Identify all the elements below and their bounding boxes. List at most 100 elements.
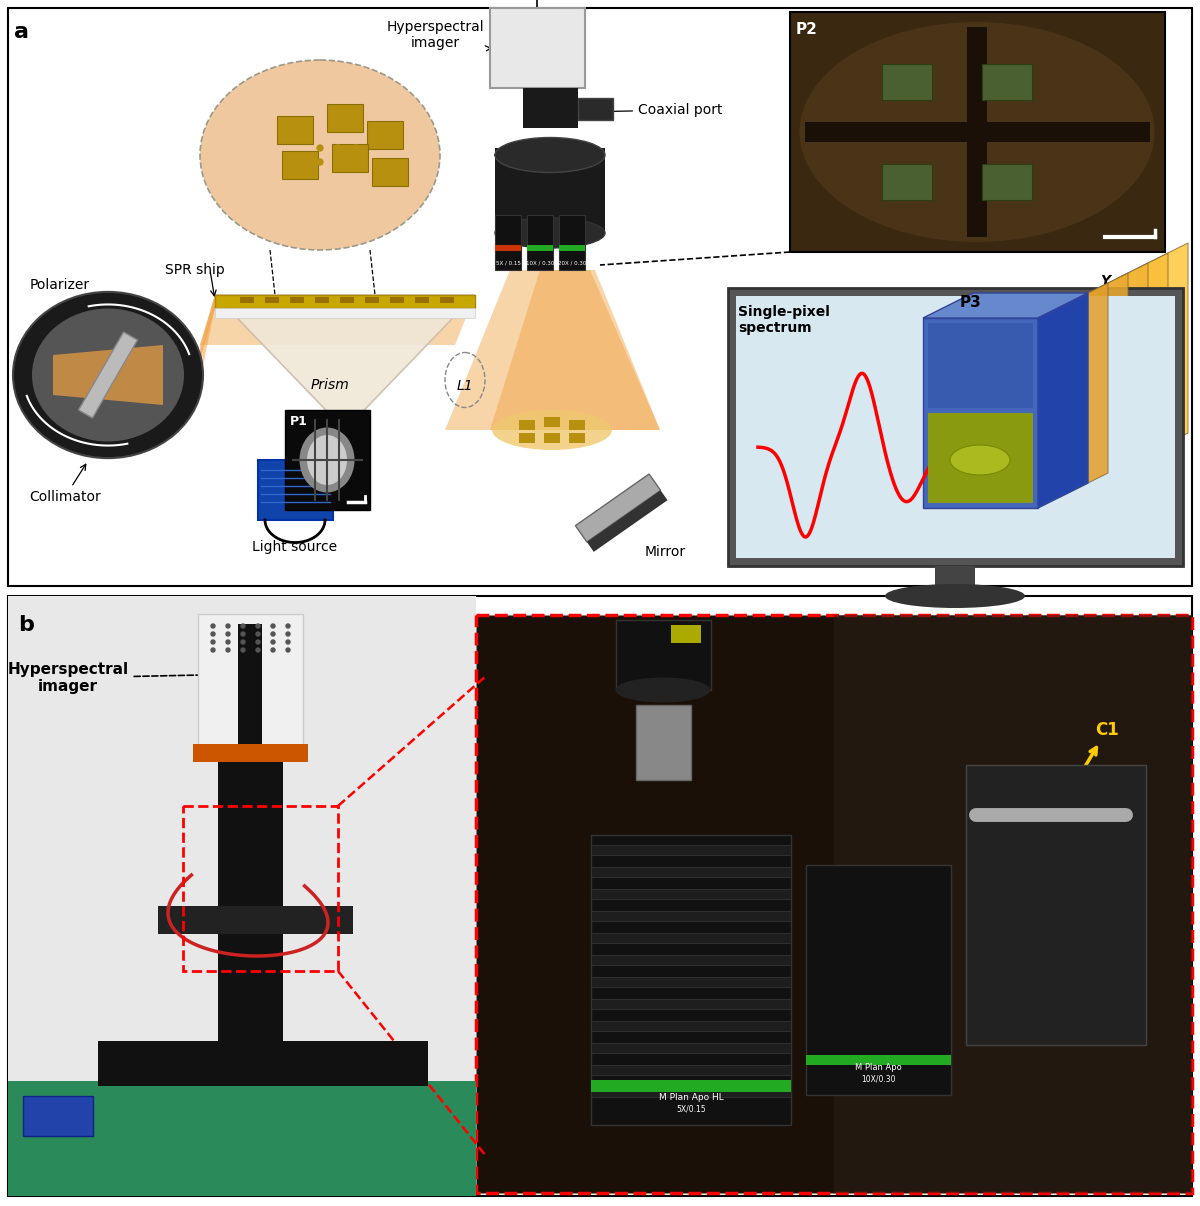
Text: C3: C3 [616,926,674,994]
Bar [215,308,475,318]
Bar [390,297,404,303]
Ellipse shape [496,218,605,248]
Text: P1: P1 [290,415,308,428]
Polygon shape [200,295,475,345]
Text: C1: C1 [1060,721,1118,809]
Bar [806,1055,952,1065]
Circle shape [271,624,275,628]
Text: 20X / 0.30: 20X / 0.30 [558,260,586,265]
Bar [834,615,1192,1193]
Bar [367,121,403,150]
Bar [592,1065,791,1075]
Circle shape [226,624,230,628]
Text: Hyperspectral
imager: Hyperspectral imager [7,662,245,693]
Bar [569,433,586,443]
Ellipse shape [307,435,347,485]
Bar [326,104,364,131]
Polygon shape [200,295,215,361]
Bar [340,297,354,303]
Bar [592,933,791,943]
Circle shape [256,648,260,652]
Circle shape [256,632,260,636]
Polygon shape [445,270,660,431]
Bar [559,215,586,270]
Text: M Plan Apo: M Plan Apo [854,1062,901,1072]
Ellipse shape [200,60,440,250]
Bar [806,865,952,1095]
Text: L1: L1 [457,379,473,393]
Bar [523,88,578,128]
Circle shape [241,624,245,628]
Bar [277,116,313,144]
Bar [415,297,430,303]
Bar [440,297,454,303]
Text: 10X/0.30: 10X/0.30 [860,1075,895,1083]
Bar [671,625,701,643]
Bar [592,835,791,1125]
Bar [935,566,974,586]
Polygon shape [587,491,667,552]
Circle shape [286,632,290,636]
Circle shape [211,648,215,652]
Polygon shape [923,318,1038,508]
Bar [928,323,1033,408]
Bar [982,164,1032,200]
Circle shape [256,624,260,628]
Text: X: X [876,517,887,531]
Polygon shape [1058,283,1108,498]
Text: Single-pixel
spectrum: Single-pixel spectrum [738,305,830,335]
Ellipse shape [32,309,184,441]
Circle shape [335,159,341,165]
Bar [529,88,545,100]
Circle shape [286,648,290,652]
Bar [78,332,138,418]
Circle shape [286,640,290,644]
Text: SPR ship: SPR ship [166,263,224,277]
Bar [636,706,691,780]
Ellipse shape [496,137,605,172]
Text: Light source: Light source [252,540,337,554]
Bar [314,297,329,303]
Polygon shape [215,295,475,431]
Bar [592,1043,791,1053]
Text: 5X/0.15: 5X/0.15 [676,1103,706,1113]
Text: 5X / 0.15: 5X / 0.15 [496,260,521,265]
Bar [476,615,1192,1193]
Bar [592,999,791,1009]
Bar [240,297,254,303]
Bar [592,845,791,855]
Bar [544,433,560,443]
Polygon shape [576,474,660,541]
Circle shape [226,632,230,636]
Bar [728,288,1183,566]
Ellipse shape [300,427,354,492]
Bar [258,459,334,520]
Bar [805,122,1150,142]
Ellipse shape [13,292,203,458]
Bar [592,1021,791,1031]
Text: Polarizer: Polarizer [30,279,125,318]
Bar [527,215,553,270]
Polygon shape [923,293,1088,318]
Bar [265,297,278,303]
Circle shape [256,640,260,644]
Text: Datacube: Datacube [1052,540,1127,554]
Bar [544,417,560,427]
Bar [520,420,535,431]
Polygon shape [1138,242,1188,458]
Bar [592,889,791,898]
Polygon shape [198,295,215,390]
Bar [282,151,318,178]
Circle shape [271,640,275,644]
Bar [8,596,1192,1196]
Bar [790,12,1165,252]
Polygon shape [1098,263,1148,478]
Text: a: a [14,22,29,42]
Circle shape [317,145,323,151]
Text: λ: λ [1168,523,1178,541]
Bar [520,433,535,443]
Bar [496,245,521,251]
Bar [8,1081,476,1196]
Bar [967,27,986,238]
Text: C2: C2 [1096,921,1124,999]
